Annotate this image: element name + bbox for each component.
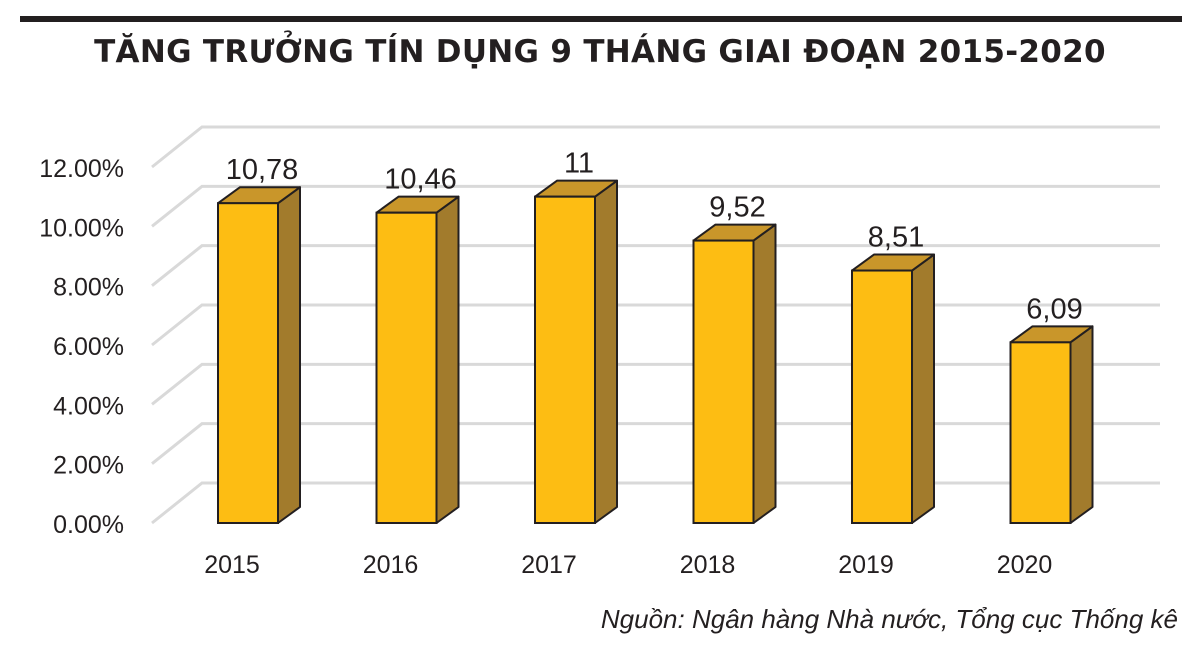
bar: [851, 253, 935, 524]
bar: [375, 195, 460, 524]
data-label: 11: [564, 148, 594, 180]
y-axis-ticks: 0.00% 2.00% 4.00% 6.00% 8.00% 10.00% 12.00%: [39, 155, 124, 539]
bar-front: [692, 239, 755, 524]
x-tick-label: 2019: [838, 551, 894, 579]
chart-title: TĂNG TRƯỞNG TÍN DỤNG 9 THÁNG GIAI ĐOẠN 2…: [94, 34, 1106, 70]
bar-side: [277, 186, 301, 524]
gridline: [151, 362, 1160, 406]
y-tick-label: 6.00%: [53, 333, 124, 361]
x-tick-label: 2015: [204, 551, 260, 579]
bar-front: [1009, 341, 1072, 524]
data-label: 8,51: [868, 222, 924, 254]
data-label: 10,46: [384, 164, 457, 196]
bar-side: [752, 223, 777, 524]
y-tick-label: 2.00%: [53, 452, 124, 480]
bars: [217, 179, 1094, 525]
gridline: [151, 303, 1160, 347]
x-axis-ticks: 2015 2016 2017 2018 2019 2020: [204, 551, 1052, 579]
source-note: Nguồn: Ngân hàng Nhà nước, Tổng cục Thốn…: [600, 604, 1178, 634]
x-tick-label: 2020: [997, 551, 1053, 579]
bar-side: [1069, 325, 1094, 524]
gridline: [151, 125, 1160, 169]
gridlines: [151, 125, 1160, 525]
bar: [1009, 325, 1094, 524]
bar-side: [911, 253, 935, 524]
bar-side: [594, 179, 618, 524]
bar-front: [217, 202, 279, 524]
data-label: 9,52: [709, 192, 765, 224]
y-tick-label: 8.00%: [53, 274, 124, 302]
y-tick-label: 0.00%: [53, 511, 124, 539]
x-tick-label: 2016: [363, 551, 419, 579]
gridline: [151, 422, 1160, 465]
x-tick-label: 2018: [680, 551, 736, 579]
y-tick-label: 12.00%: [39, 155, 124, 183]
y-tick-label: 10.00%: [39, 214, 124, 242]
data-label: 6,09: [1026, 293, 1082, 325]
gridline: [151, 184, 1160, 228]
bar-front: [851, 269, 913, 524]
top-rule: [20, 16, 1182, 22]
bar: [217, 186, 301, 524]
bar-chart: 0.00% 2.00% 4.00% 6.00% 8.00% 10.00% 12.00% 10…: [39, 125, 1160, 579]
bar-front: [375, 211, 438, 524]
data-label: 10,78: [226, 154, 299, 186]
gridline: [151, 244, 1160, 287]
bar-front: [534, 195, 596, 525]
bar: [534, 179, 618, 525]
gridline: [151, 481, 1160, 525]
x-tick-label: 2017: [521, 551, 577, 579]
y-tick-label: 4.00%: [53, 392, 124, 420]
bar: [692, 223, 777, 524]
data-labels: 10,78 10,46 11 9,52 8,51 6,09: [226, 148, 1083, 326]
bar-side: [435, 195, 460, 524]
